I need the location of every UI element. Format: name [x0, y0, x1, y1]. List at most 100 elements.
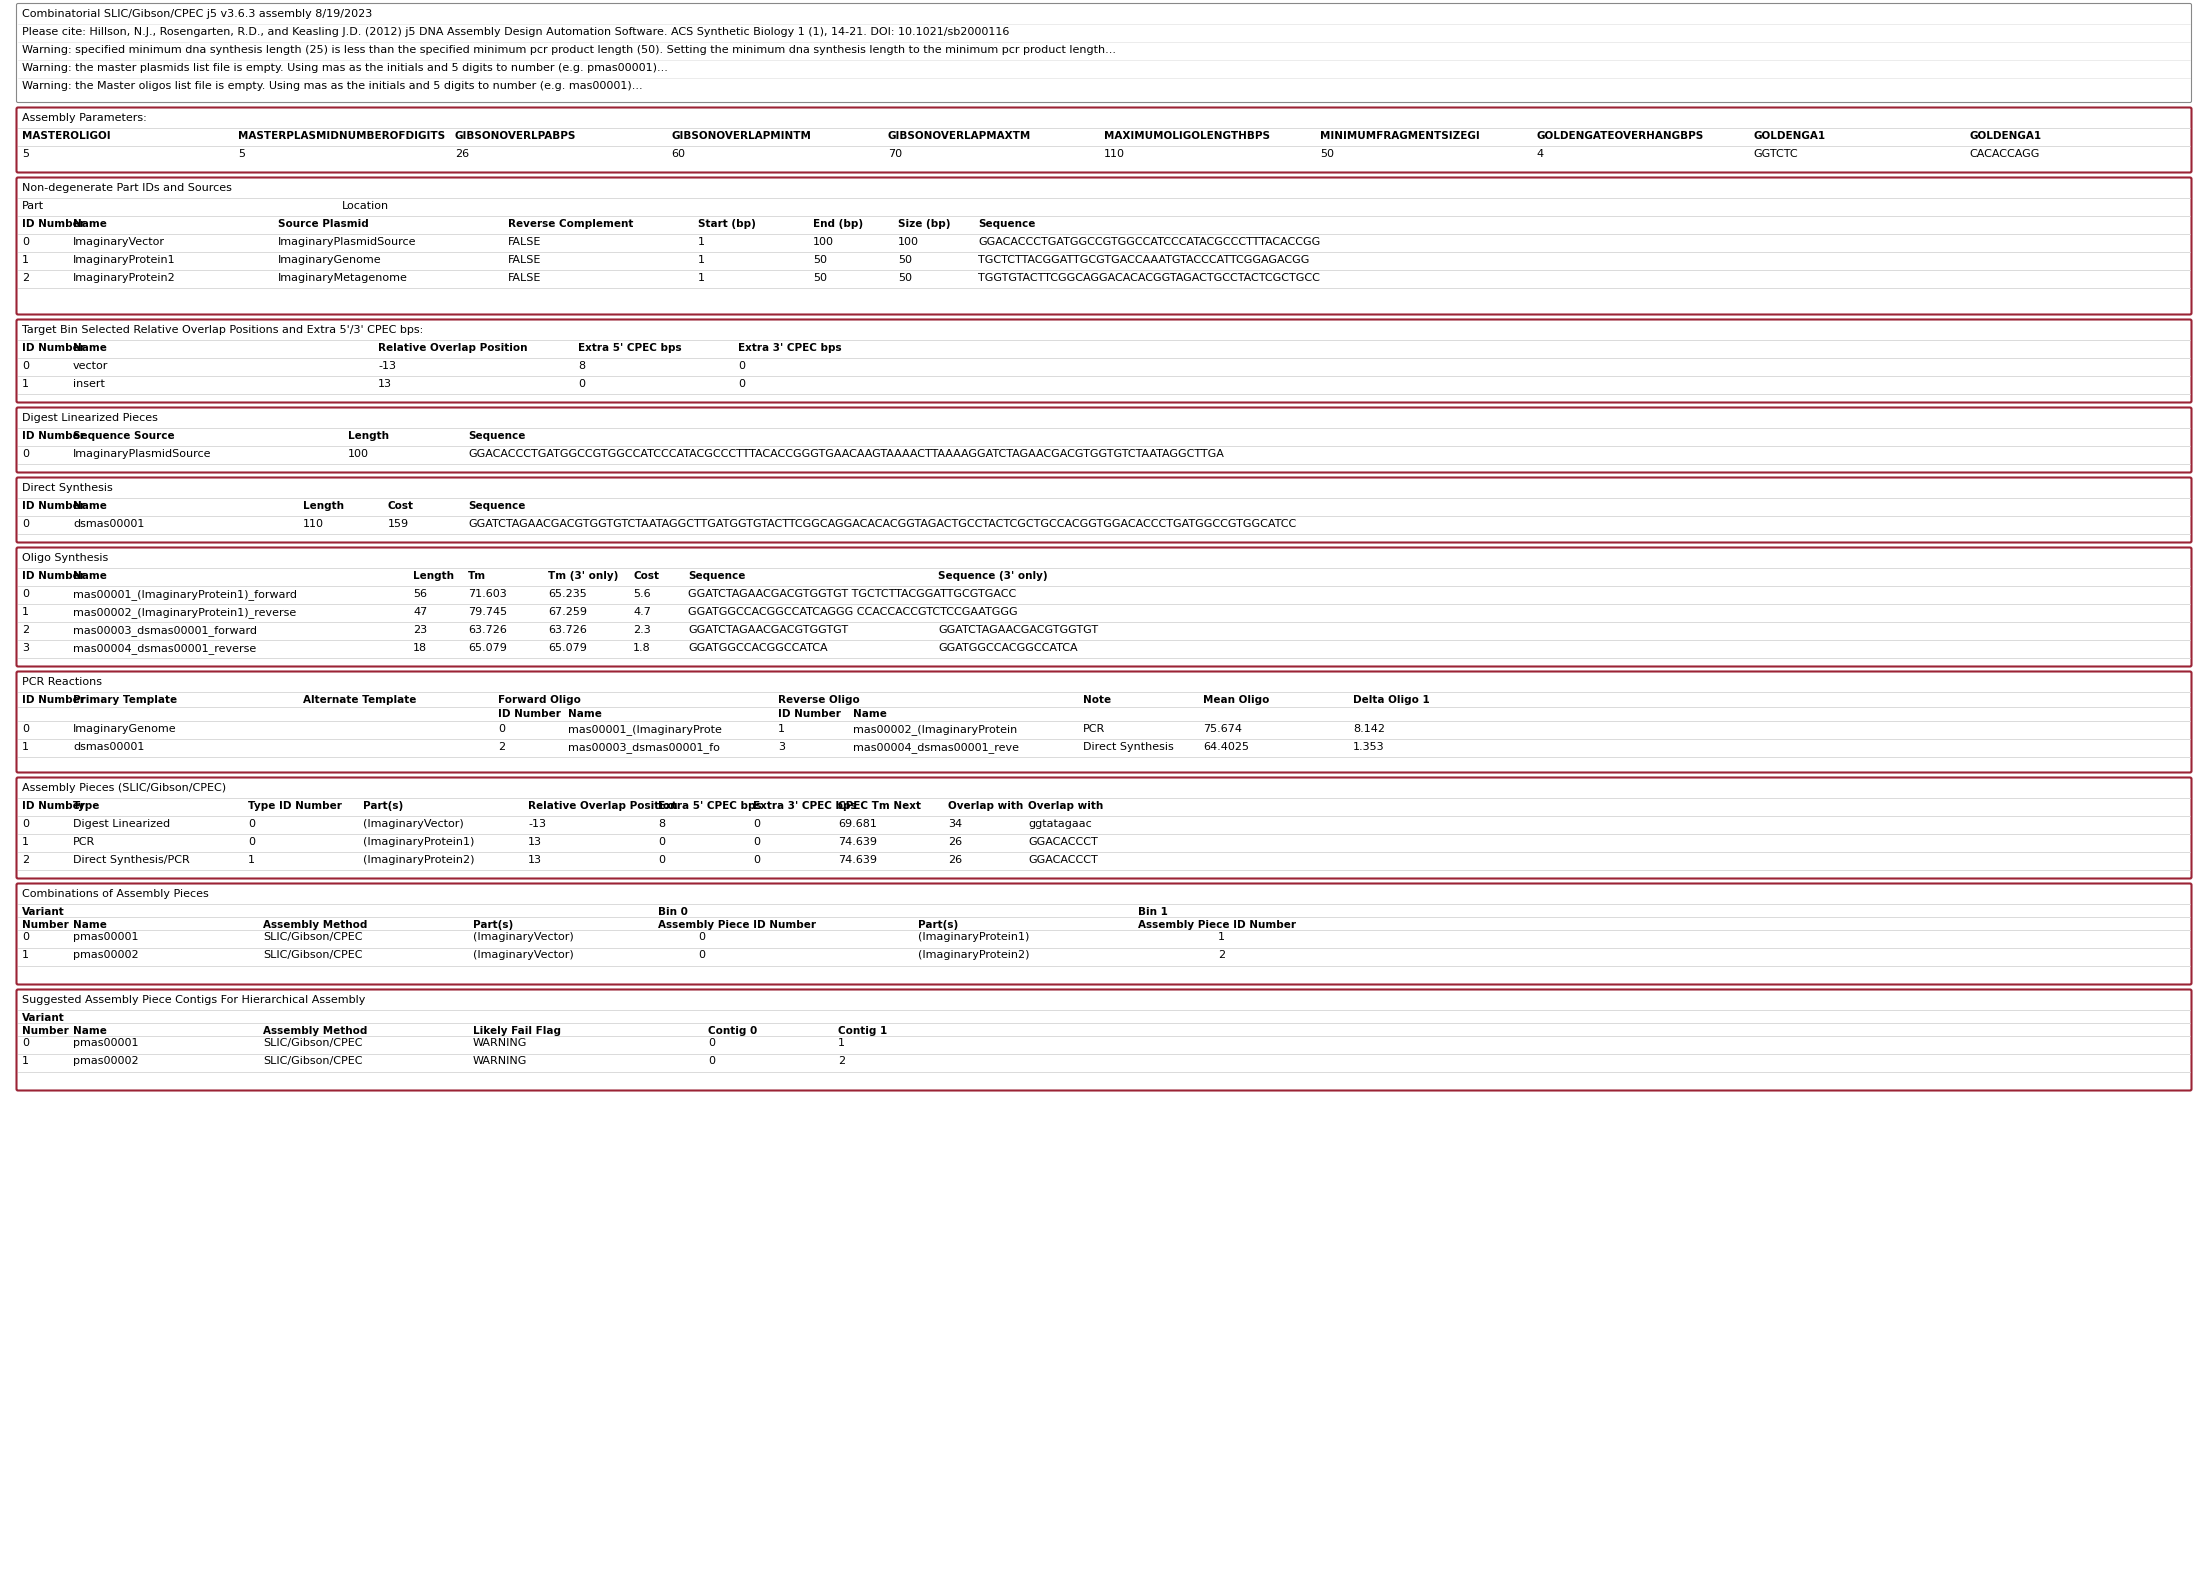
Text: 1: 1 — [777, 724, 784, 734]
Text: 2.3: 2.3 — [632, 625, 652, 635]
Text: 63.726: 63.726 — [548, 625, 588, 635]
Text: ID Number: ID Number — [22, 432, 86, 441]
Text: Sequence: Sequence — [469, 432, 526, 441]
FancyBboxPatch shape — [15, 884, 2191, 984]
Text: Sequence: Sequence — [978, 219, 1035, 228]
Text: FALSE: FALSE — [509, 236, 542, 247]
Text: CACACCAGG: CACACCAGG — [1969, 150, 2039, 159]
Text: Start (bp): Start (bp) — [698, 219, 755, 228]
Text: Length: Length — [414, 572, 454, 581]
Text: ID Number: ID Number — [22, 343, 86, 353]
Text: Warning: the Master oligos list file is empty. Using mas as the initials and 5 d: Warning: the Master oligos list file is … — [22, 80, 643, 91]
Text: pmas00001: pmas00001 — [73, 1038, 139, 1049]
Text: 0: 0 — [22, 520, 29, 529]
Text: 0: 0 — [753, 819, 760, 828]
Text: 0: 0 — [658, 855, 665, 865]
Text: 1: 1 — [839, 1038, 846, 1049]
Text: GGATCTAGAACGACGTGGTGT: GGATCTAGAACGACGTGGTGT — [938, 625, 1099, 635]
Text: Sequence (3' only): Sequence (3' only) — [938, 572, 1048, 581]
Text: 8.142: 8.142 — [1352, 724, 1385, 734]
FancyBboxPatch shape — [15, 320, 2191, 403]
Text: Name: Name — [568, 709, 601, 720]
Text: ID Number: ID Number — [22, 572, 86, 581]
Text: -13: -13 — [528, 819, 546, 828]
Text: 50: 50 — [898, 255, 912, 265]
Text: 0: 0 — [709, 1057, 716, 1066]
Text: PCR: PCR — [1083, 724, 1105, 734]
Text: 3: 3 — [777, 742, 784, 751]
Text: 0: 0 — [498, 724, 504, 734]
Text: Reverse Oligo: Reverse Oligo — [777, 695, 859, 706]
Text: Combinatorial SLIC/Gibson/CPEC j5 v3.6.3 assembly 8/19/2023: Combinatorial SLIC/Gibson/CPEC j5 v3.6.3… — [22, 9, 372, 19]
Text: Assembly Pieces (SLIC/Gibson/CPEC): Assembly Pieces (SLIC/Gibson/CPEC) — [22, 783, 227, 792]
Text: Combinations of Assembly Pieces: Combinations of Assembly Pieces — [22, 888, 209, 899]
Text: Overlap with: Overlap with — [1028, 802, 1103, 811]
Text: GGACACCCTGATGGCCGTGGCCATCCCATACGCCCTTTACACCGG: GGACACCCTGATGGCCGTGGCCATCCCATACGCCCTTTAC… — [978, 236, 1321, 247]
Text: 34: 34 — [949, 819, 962, 828]
Text: 74.639: 74.639 — [839, 855, 876, 865]
Text: 18: 18 — [414, 643, 427, 654]
Text: GGATGGCCACGGCCATCA: GGATGGCCACGGCCATCA — [687, 643, 828, 654]
FancyBboxPatch shape — [15, 3, 2191, 102]
Text: 1: 1 — [698, 272, 705, 284]
Text: 70: 70 — [887, 150, 903, 159]
Text: 2: 2 — [22, 272, 29, 284]
Text: 56: 56 — [414, 589, 427, 598]
Text: 0: 0 — [22, 589, 29, 598]
Text: Assembly Piece ID Number: Assembly Piece ID Number — [1138, 920, 1297, 929]
Text: -13: -13 — [379, 361, 396, 372]
Text: Size (bp): Size (bp) — [898, 219, 951, 228]
Text: Bin 1: Bin 1 — [1138, 907, 1167, 917]
Text: ID Number: ID Number — [777, 709, 841, 720]
FancyBboxPatch shape — [15, 178, 2191, 315]
Text: 26: 26 — [949, 836, 962, 847]
Text: Number: Number — [22, 1025, 68, 1036]
Text: Name: Name — [73, 343, 108, 353]
Text: 0: 0 — [738, 361, 744, 372]
FancyBboxPatch shape — [15, 778, 2191, 879]
Text: 2: 2 — [22, 855, 29, 865]
Text: mas00003_dsmas00001_forward: mas00003_dsmas00001_forward — [73, 625, 258, 636]
Text: (ImaginaryVector): (ImaginaryVector) — [473, 950, 575, 961]
Text: 0: 0 — [753, 855, 760, 865]
Text: 65.079: 65.079 — [469, 643, 506, 654]
Text: Extra 3' CPEC bps: Extra 3' CPEC bps — [753, 802, 857, 811]
Text: SLIC/Gibson/CPEC: SLIC/Gibson/CPEC — [262, 1038, 363, 1049]
Text: 64.4025: 64.4025 — [1202, 742, 1249, 751]
Text: Reverse Complement: Reverse Complement — [509, 219, 634, 228]
Text: 1: 1 — [22, 606, 29, 617]
Text: ImaginaryPlasmidSource: ImaginaryPlasmidSource — [73, 449, 211, 458]
Text: Forward Oligo: Forward Oligo — [498, 695, 581, 706]
Text: ImaginaryPlasmidSource: ImaginaryPlasmidSource — [277, 236, 416, 247]
Text: 0: 0 — [577, 380, 586, 389]
Text: vector: vector — [73, 361, 108, 372]
Text: 5: 5 — [22, 150, 29, 159]
Text: 0: 0 — [753, 836, 760, 847]
Text: Tm: Tm — [469, 572, 487, 581]
Text: MAXIMUMOLIGOLENGTHBPS: MAXIMUMOLIGOLENGTHBPS — [1103, 131, 1271, 142]
Text: 159: 159 — [388, 520, 410, 529]
Text: Part: Part — [22, 202, 44, 211]
Text: Sequence: Sequence — [469, 501, 526, 510]
Text: Direct Synthesis/PCR: Direct Synthesis/PCR — [73, 855, 189, 865]
Text: GOLDENGA1: GOLDENGA1 — [1969, 131, 2041, 142]
Text: TGCTCTTACGGATTGCGTGACCAAATGTACCCATTCGGAGACGG: TGCTCTTACGGATTGCGTGACCAAATGTACCCATTCGGAG… — [978, 255, 1310, 265]
Text: MINIMUMFRAGMENTSIZEGI: MINIMUMFRAGMENTSIZEGI — [1321, 131, 1480, 142]
Text: Mean Oligo: Mean Oligo — [1202, 695, 1268, 706]
Text: pmas00002: pmas00002 — [73, 1057, 139, 1066]
Text: 2: 2 — [22, 625, 29, 635]
Text: 0: 0 — [709, 1038, 716, 1049]
Text: Sequence: Sequence — [687, 572, 744, 581]
Text: 50: 50 — [813, 255, 828, 265]
Text: 65.079: 65.079 — [548, 643, 588, 654]
Text: GGATGGCCACGGCCATCA: GGATGGCCACGGCCATCA — [938, 643, 1077, 654]
Text: 2: 2 — [839, 1057, 846, 1066]
Text: MASTEROLIGOI: MASTEROLIGOI — [22, 131, 110, 142]
Text: Number: Number — [22, 920, 68, 929]
Text: GOLDENGA1: GOLDENGA1 — [1753, 131, 1825, 142]
Text: 0: 0 — [658, 836, 665, 847]
Text: Warning: specified minimum dna synthesis length (25) is less than the specified : Warning: specified minimum dna synthesis… — [22, 46, 1116, 55]
Text: 50: 50 — [1321, 150, 1334, 159]
Text: 74.639: 74.639 — [839, 836, 876, 847]
Text: 0: 0 — [22, 1038, 29, 1049]
